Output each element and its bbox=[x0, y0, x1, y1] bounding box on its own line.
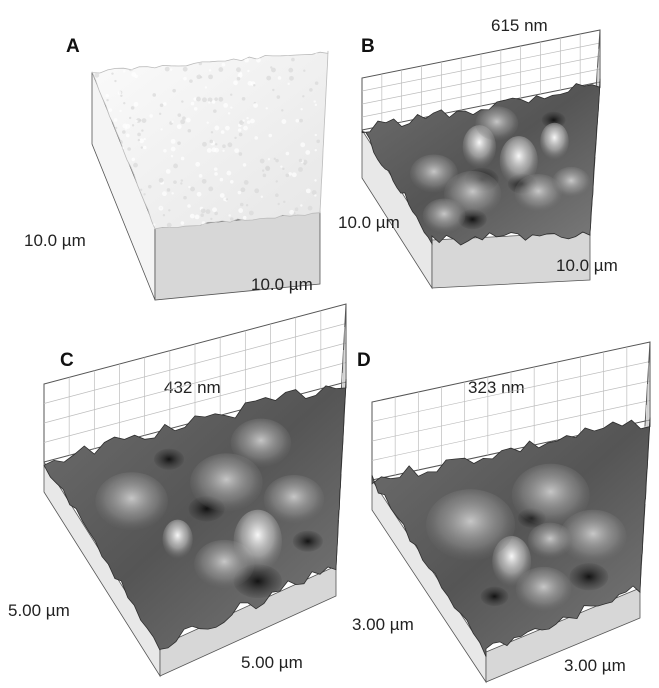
panel-letter: A bbox=[66, 36, 80, 57]
afm-panel-c: C 432 nm 5.00 µm 5.00 µm bbox=[8, 303, 347, 678]
surface-topography bbox=[91, 50, 329, 301]
surface-topography bbox=[361, 29, 601, 290]
afm-panel-a: A 10.0 µm 10.0 µm bbox=[24, 36, 329, 301]
x-axis-label: 3.00 µm bbox=[564, 656, 626, 675]
afm-panel-d: D 323 nm 3.00 µm 3.00 µm bbox=[352, 341, 651, 684]
surface-top-face bbox=[91, 50, 329, 230]
panel-letter: D bbox=[357, 350, 371, 371]
afm-panel-b: B 615 nm 10.0 µm 10.0 µm bbox=[338, 16, 618, 290]
x-axis-label: 10.0 µm bbox=[556, 256, 618, 275]
block-side-front bbox=[485, 587, 641, 683]
height-label: 432 nm bbox=[164, 378, 221, 397]
panel-letter: C bbox=[60, 350, 74, 371]
height-label: 323 nm bbox=[468, 378, 525, 397]
height-label: 615 nm bbox=[491, 16, 548, 35]
y-axis-label: 3.00 µm bbox=[352, 615, 414, 634]
block-side-front bbox=[159, 565, 337, 677]
surface-topography bbox=[371, 341, 651, 684]
x-axis-label: 5.00 µm bbox=[241, 653, 303, 672]
y-axis-label: 10.0 µm bbox=[338, 213, 400, 232]
surface-topography bbox=[43, 303, 347, 678]
y-axis-label: 5.00 µm bbox=[8, 601, 70, 620]
y-axis-label: 10.0 µm bbox=[24, 231, 86, 250]
x-axis-label: 10.0 µm bbox=[251, 275, 313, 294]
panel-letter: B bbox=[361, 36, 375, 57]
